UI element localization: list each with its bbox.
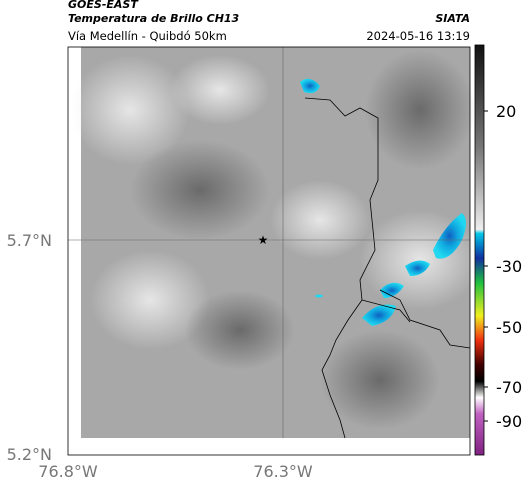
lat-tick: 5.2°N — [7, 445, 52, 464]
org: SIATA — [435, 12, 470, 25]
title: Temperatura de Brillo CH13 — [68, 12, 240, 25]
colorbar-label: -70 — [496, 378, 522, 397]
lon-tick: 76.3°W — [253, 462, 313, 481]
colorbar-label: -90 — [496, 412, 522, 431]
map: ★ — [68, 47, 480, 439]
svg-text:★: ★ — [258, 233, 269, 247]
source: GOES-EAST — [68, 0, 139, 11]
map-frame — [67, 46, 471, 456]
colorbar-label: -50 — [496, 318, 522, 337]
colorbar-label: -30 — [496, 257, 522, 276]
subtitle: Vía Medellín - Quibdó 50km — [68, 29, 227, 43]
lat-tick: 5.7°N — [7, 231, 52, 250]
colorbar-label: 20 — [496, 102, 516, 121]
colorbar-ticks: 20 -30 -50 -70 -90 — [484, 102, 522, 431]
lon-tick: 76.8°W — [38, 462, 98, 481]
colorbar — [474, 44, 485, 456]
timestamp: 2024-05-16 13:19 — [366, 29, 470, 43]
